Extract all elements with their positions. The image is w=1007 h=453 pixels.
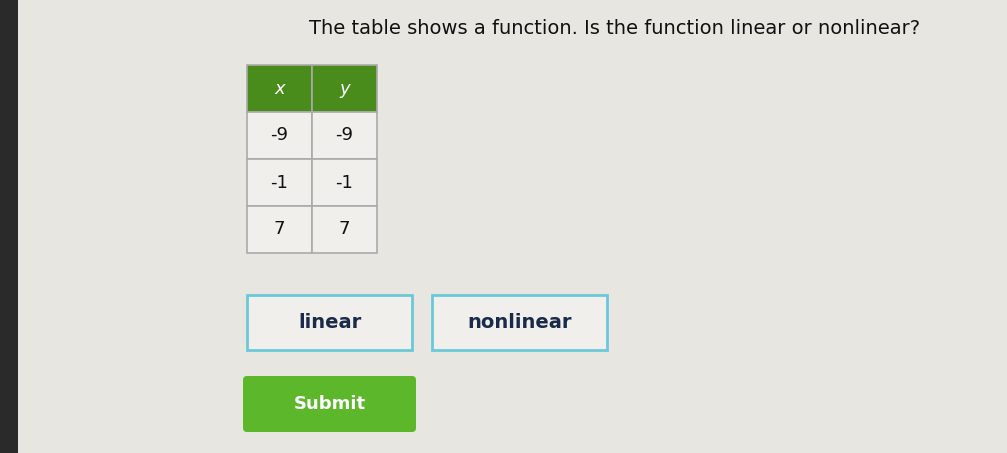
FancyBboxPatch shape bbox=[0, 0, 18, 453]
Text: linear: linear bbox=[298, 313, 362, 332]
FancyBboxPatch shape bbox=[247, 159, 312, 206]
Text: x: x bbox=[274, 79, 285, 97]
Text: The table shows a function. Is the function linear or nonlinear?: The table shows a function. Is the funct… bbox=[309, 19, 920, 38]
Text: -9: -9 bbox=[335, 126, 353, 145]
Text: nonlinear: nonlinear bbox=[467, 313, 572, 332]
FancyBboxPatch shape bbox=[243, 376, 416, 432]
FancyBboxPatch shape bbox=[247, 112, 312, 159]
Text: 7: 7 bbox=[274, 221, 285, 238]
FancyBboxPatch shape bbox=[247, 206, 312, 253]
Text: -9: -9 bbox=[271, 126, 288, 145]
FancyBboxPatch shape bbox=[247, 295, 412, 350]
FancyBboxPatch shape bbox=[312, 206, 377, 253]
FancyBboxPatch shape bbox=[432, 295, 607, 350]
FancyBboxPatch shape bbox=[247, 65, 312, 112]
Text: -1: -1 bbox=[335, 173, 353, 192]
Text: -1: -1 bbox=[271, 173, 288, 192]
Text: y: y bbox=[339, 79, 349, 97]
FancyBboxPatch shape bbox=[312, 159, 377, 206]
Text: 7: 7 bbox=[338, 221, 350, 238]
Text: Submit: Submit bbox=[293, 395, 366, 413]
FancyBboxPatch shape bbox=[312, 65, 377, 112]
FancyBboxPatch shape bbox=[312, 112, 377, 159]
